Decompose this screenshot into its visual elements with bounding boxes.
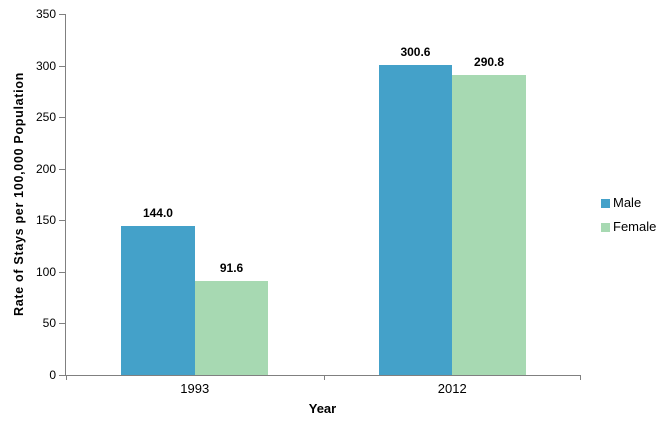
legend-item-male: Male [601, 196, 656, 210]
y-axis-tick [59, 117, 66, 119]
x-axis-tick [66, 375, 67, 380]
bar-female-2012 [452, 75, 526, 375]
bar-value-label: 300.6 [400, 44, 431, 59]
legend-swatch-female [601, 222, 610, 232]
y-axis-tick-label: 0 [49, 368, 56, 382]
x-axis-category-label: 1993 [180, 381, 210, 396]
legend-label: Female [613, 219, 657, 234]
bar-value-label: 290.8 [474, 55, 505, 70]
y-axis-tick-label: 200 [35, 161, 56, 176]
y-axis-tick [59, 220, 66, 222]
y-axis-tick-label: 300 [35, 58, 56, 73]
y-axis-tick-label: 150 [35, 213, 56, 228]
legend: Male Female [601, 196, 656, 234]
x-axis-title: Year [308, 401, 337, 416]
x-axis-category-label: 2012 [437, 381, 467, 396]
bar-female-1993 [194, 280, 269, 375]
legend-swatch-male [601, 198, 610, 208]
x-axis-tick [323, 375, 325, 380]
y-axis-tick [59, 14, 66, 15]
y-axis-tick [59, 375, 66, 376]
bar-value-label: 144.0 [142, 206, 173, 221]
x-axis-tick [580, 375, 581, 380]
y-axis-tick [59, 168, 66, 170]
y-axis-tick [59, 271, 66, 273]
y-axis-tick-label: 350 [35, 7, 56, 21]
y-axis-tick-label: 100 [35, 264, 56, 279]
y-axis-tick [59, 65, 66, 67]
plot-area: 0 50 100 150 200 250 300 350 1993 144.0 91.6 2012 30… [36, 7, 581, 396]
y-axis-tick-label: 250 [35, 110, 56, 125]
bar-male-1993 [121, 226, 195, 375]
y-axis-tick-label: 50 [42, 316, 56, 331]
bar-value-label: 91.6 [219, 260, 244, 275]
legend-label: Male [613, 195, 642, 210]
bar-male-2012 [378, 64, 453, 375]
legend-item-female: Female [601, 220, 656, 234]
y-axis-tick [59, 323, 66, 325]
